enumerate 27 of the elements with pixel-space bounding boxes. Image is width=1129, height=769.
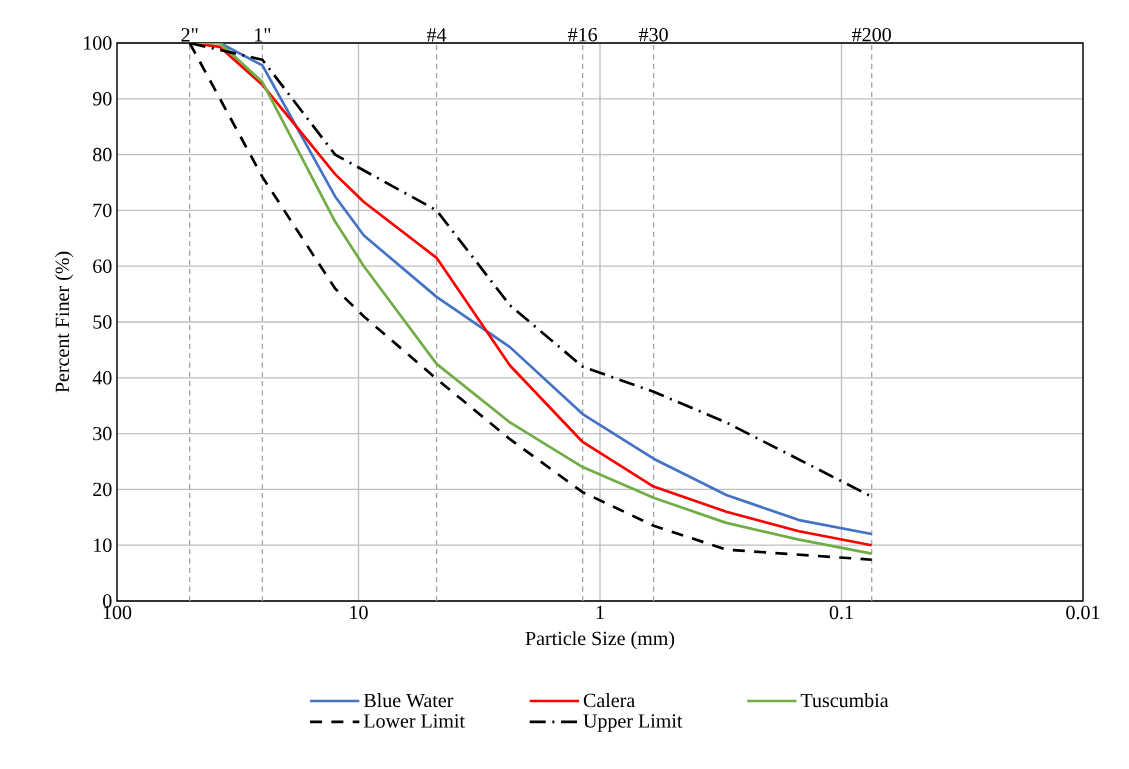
x-axis-title: Particle Size (mm) xyxy=(525,631,675,650)
y-tick-label: 10 xyxy=(94,538,112,552)
legend-label: Lower Limit xyxy=(363,714,465,728)
y-axis-title: Percent Finer (%) xyxy=(55,251,74,393)
annotation: 2" xyxy=(181,28,198,42)
annotation: #4 xyxy=(426,28,447,42)
legend-label: Upper Limit xyxy=(583,714,683,732)
x-tick-label: 1 xyxy=(596,605,604,619)
y-tick-label: 70 xyxy=(93,203,112,218)
annotation: #200 xyxy=(852,27,891,42)
y-tick-label: 90 xyxy=(92,92,112,106)
x-tick-label: 0.1 xyxy=(829,605,853,620)
y-tick-label: 20 xyxy=(93,482,112,497)
y-tick-label: 40 xyxy=(92,371,112,385)
legend-label: Tuscumbia xyxy=(800,693,889,708)
annotation: #30 xyxy=(638,27,668,42)
legend-label: Blue Water xyxy=(363,693,454,708)
legend-label: Calera xyxy=(583,693,635,708)
x-tick-label: 0.01 xyxy=(1066,605,1100,620)
y-tick-label: 100 xyxy=(84,36,112,50)
y-tick-label: 50 xyxy=(93,315,112,329)
y-tick-label: 80 xyxy=(93,147,112,162)
x-tick-label: 10 xyxy=(350,605,368,620)
annotation: #16 xyxy=(568,27,598,42)
annotation: 1" xyxy=(255,28,271,42)
y-tick-label: 60 xyxy=(93,259,112,273)
y-tick-label: 30 xyxy=(93,426,112,441)
